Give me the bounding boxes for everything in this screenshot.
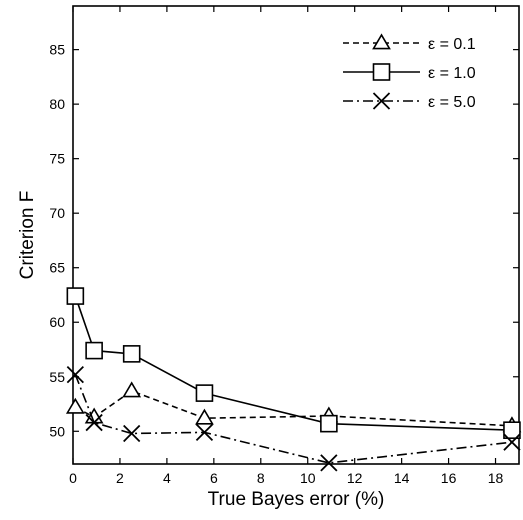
x-axis-title: True Bayes error (%) (208, 489, 385, 510)
data-point-square (122, 345, 141, 363)
x-tick-label: 2 (116, 470, 124, 486)
y-axis-ticks: 50 55 60 65 70 75 80 85 (49, 42, 519, 439)
legend-label: ε = 0.1 (428, 36, 476, 53)
x-marker-stroke (320, 454, 338, 472)
x-marker-stroke (85, 413, 103, 432)
x-tick-label: 6 (210, 470, 218, 486)
legend-label: ε = 1.0 (428, 65, 476, 82)
y-tick-label: 65 (49, 260, 65, 276)
series-line (74, 374, 513, 464)
plot-area (72, 5, 520, 465)
y-tick-label: 60 (49, 314, 65, 330)
legend-entry: ε = 5.0 (343, 92, 476, 111)
legend: ε = 0.1 ε = 1.0 ε = 5.0 (343, 33, 476, 111)
y-tick-label: 55 (49, 369, 65, 385)
x-tick-label: 0 (69, 470, 77, 486)
data-point-x (195, 423, 214, 442)
series-square (66, 287, 521, 439)
y-tick-label: 75 (49, 151, 65, 167)
y-tick-label: 80 (49, 96, 65, 112)
x-marker-stroke (503, 433, 521, 451)
x-marker-stroke (66, 365, 84, 384)
data-point-x (320, 454, 338, 472)
data-point-x (85, 413, 103, 432)
x-marker-stroke (195, 423, 214, 442)
data-point-x (123, 424, 141, 443)
x-tick-label: 16 (441, 470, 457, 486)
data-point-square (195, 384, 214, 402)
x-marker-stroke (372, 92, 391, 110)
x-marker-stroke (123, 424, 141, 443)
data-point-x (503, 433, 521, 451)
data-point-square (85, 341, 103, 360)
data-point-triangle (195, 408, 214, 425)
data-point-square (503, 421, 521, 439)
x-tick-label: 12 (347, 470, 363, 486)
legend-marker-triangle (372, 33, 391, 50)
series-triangle (65, 381, 522, 433)
data-point-square (320, 414, 338, 433)
y-axis-title: Criterion F (17, 191, 38, 280)
x-tick-label: 8 (257, 470, 265, 486)
data-point-square (66, 287, 85, 305)
y-tick-label: 85 (49, 42, 65, 58)
y-tick-label: 70 (49, 205, 65, 221)
legend-marker-x (372, 92, 391, 110)
x-tick-label: 14 (394, 470, 410, 486)
series-x (66, 365, 521, 472)
x-tick-label: 18 (488, 470, 504, 486)
series-line (74, 295, 512, 431)
legend-label: ε = 5.0 (428, 94, 476, 111)
x-axis-ticks: 0 2 4 6 8 10 12 14 16 18 (69, 6, 504, 486)
legend-marker-square (372, 63, 391, 81)
y-tick-label: 50 (49, 423, 65, 439)
data-point-x (66, 365, 84, 384)
legend-entry: ε = 0.1 (343, 33, 476, 53)
data-point-triangle (122, 381, 142, 398)
series-layer (65, 287, 522, 472)
x-tick-label: 4 (163, 470, 171, 486)
legend-entry: ε = 1.0 (343, 63, 476, 82)
data-point-triangle (65, 397, 85, 414)
x-tick-label: 10 (300, 470, 316, 486)
series-line (74, 390, 513, 427)
